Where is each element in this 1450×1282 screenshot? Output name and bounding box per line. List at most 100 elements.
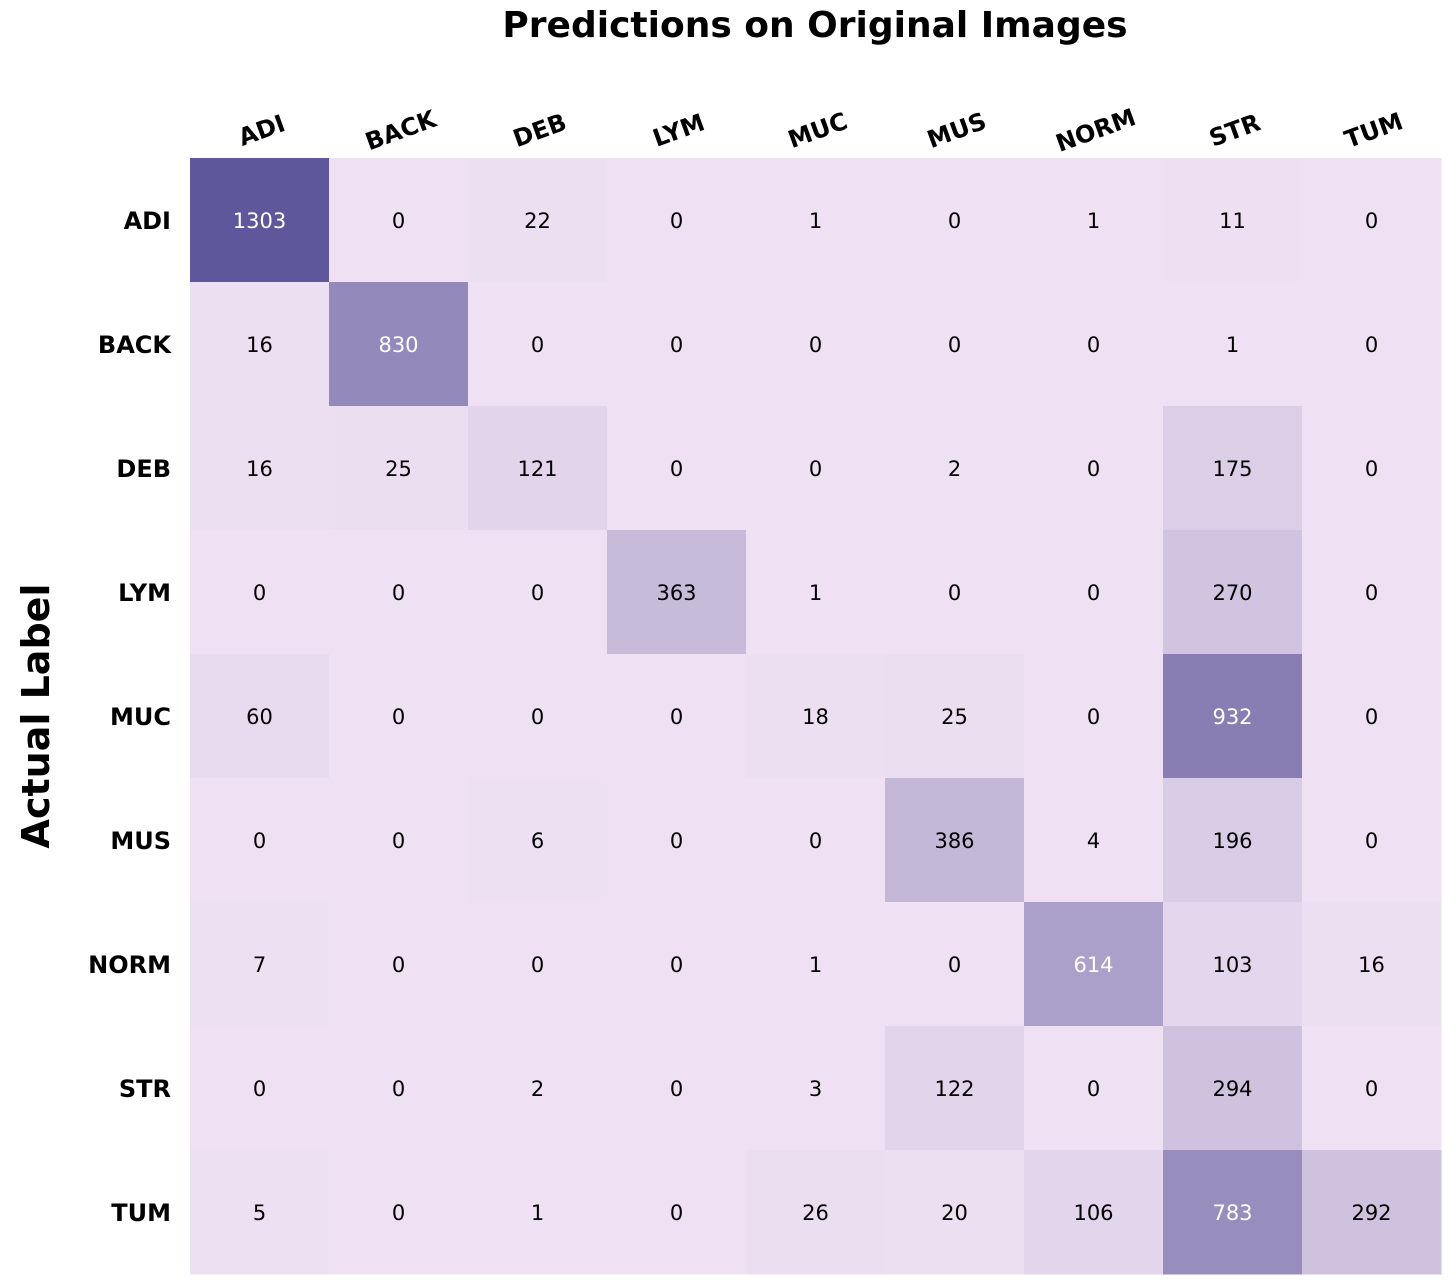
row-tick-deb: DEB <box>116 455 171 483</box>
heatmap-cell-back-adi <box>190 282 330 407</box>
row-tick-back: BACK <box>98 331 172 359</box>
cell-value-label: 0 <box>670 1077 683 1101</box>
column-tick-mus: MUS <box>923 107 990 154</box>
cell-value-label: 0 <box>670 829 683 853</box>
cell-value-label: 0 <box>531 953 544 977</box>
heatmap-cell-lym-mus <box>885 530 1025 655</box>
heatmap-cell-muc-deb <box>468 654 608 779</box>
heatmap-cell-tum-lym <box>607 1150 747 1275</box>
cell-value-label: 26 <box>802 1201 829 1225</box>
cell-value-label: 175 <box>1212 457 1252 481</box>
heatmap-cell-mus-str <box>1163 778 1303 903</box>
cell-value-label: 0 <box>670 333 683 357</box>
cell-value-label: 0 <box>392 581 405 605</box>
cell-value-label: 0 <box>392 705 405 729</box>
heatmap-cell-mus-back <box>329 778 469 903</box>
cell-value-label: 196 <box>1212 829 1252 853</box>
cell-value-label: 7 <box>253 953 266 977</box>
cell-value-label: 22 <box>524 209 551 233</box>
cell-value-label: 0 <box>1365 333 1378 357</box>
heatmap-cell-lym-str <box>1163 530 1303 655</box>
cell-value-label: 0 <box>1365 581 1378 605</box>
cell-value-label: 4 <box>1087 829 1100 853</box>
heatmap-cell-lym-norm <box>1024 530 1164 655</box>
heatmap-cell-norm-mus <box>885 902 1025 1027</box>
heatmap-cell-adi-tum <box>1302 158 1442 283</box>
cell-value-label: 0 <box>392 1077 405 1101</box>
cell-value-label: 103 <box>1212 953 1252 977</box>
heatmap-cell-lym-muc <box>746 530 886 655</box>
column-tick-back: BACK <box>362 104 442 156</box>
heatmap-cell-str-deb <box>468 1026 608 1151</box>
cell-value-label: 16 <box>246 457 273 481</box>
cell-value-label: 0 <box>1087 581 1100 605</box>
cell-value-label: 0 <box>948 953 961 977</box>
row-tick-norm: NORM <box>88 951 171 979</box>
heatmap-cell-mus-norm <box>1024 778 1164 903</box>
cell-value-label: 0 <box>531 705 544 729</box>
heatmap-cell-str-back <box>329 1026 469 1151</box>
cell-value-label: 1 <box>531 1201 544 1225</box>
heatmap-cell-tum-back <box>329 1150 469 1275</box>
heatmap-cell-adi-muc <box>746 158 886 283</box>
cell-value-label: 294 <box>1212 1077 1252 1101</box>
cell-value-label: 25 <box>385 457 412 481</box>
cell-value-label: 0 <box>531 333 544 357</box>
cell-value-label: 0 <box>670 953 683 977</box>
column-tick-tum: TUM <box>1341 107 1407 154</box>
heatmap-cell-norm-adi <box>190 902 330 1027</box>
column-tick-str: STR <box>1205 108 1264 152</box>
row-tick-str: STR <box>119 1075 171 1103</box>
cell-value-label: 0 <box>1087 333 1100 357</box>
cell-value-label: 60 <box>246 705 273 729</box>
heatmap-cell-tum-str <box>1163 1150 1303 1275</box>
cell-value-label: 0 <box>948 333 961 357</box>
heatmap-cell-lym-lym <box>607 530 747 655</box>
heatmap-cell-norm-norm <box>1024 902 1164 1027</box>
column-tick-labels: ADI BACK DEB LYM MUC MUS NORM STR TUM <box>235 103 1407 158</box>
row-tick-lym: LYM <box>118 579 171 607</box>
column-tick-lym: LYM <box>649 108 708 152</box>
cell-value-label: 932 <box>1212 705 1252 729</box>
cell-value-label: 0 <box>1365 705 1378 729</box>
cell-value-label: 0 <box>1365 457 1378 481</box>
heatmap-cell-deb-deb <box>468 406 608 531</box>
heatmap-cell-str-muc <box>746 1026 886 1151</box>
cell-value-label: 783 <box>1212 1201 1252 1225</box>
heatmap-cell-mus-deb <box>468 778 608 903</box>
heatmap-cell-back-norm <box>1024 282 1164 407</box>
heatmap-cell-mus-mus <box>885 778 1025 903</box>
cell-value-label: 2 <box>531 1077 544 1101</box>
heatmap-cell-muc-tum <box>1302 654 1442 779</box>
cell-value-label: 18 <box>802 705 829 729</box>
cell-value-label: 0 <box>670 705 683 729</box>
heatmap-cell-adi-str <box>1163 158 1303 283</box>
heatmap-cell-adi-back <box>329 158 469 283</box>
heatmap-cell-deb-back <box>329 406 469 531</box>
cell-value-label: 0 <box>948 581 961 605</box>
heatmap-cell-tum-norm <box>1024 1150 1164 1275</box>
heatmap-cell-deb-norm <box>1024 406 1164 531</box>
heatmap-cell-norm-lym <box>607 902 747 1027</box>
heatmap-cell-mus-lym <box>607 778 747 903</box>
heatmap-cell-str-tum <box>1302 1026 1442 1151</box>
cell-value-label: 0 <box>1365 1077 1378 1101</box>
heatmap-cell-str-norm <box>1024 1026 1164 1151</box>
cell-value-label: 386 <box>934 829 974 853</box>
cell-value-label: 0 <box>809 457 822 481</box>
cell-value-label: 5 <box>253 1201 266 1225</box>
cell-value-label: 1303 <box>233 209 286 233</box>
cell-value-label: 1 <box>1087 209 1100 233</box>
heatmap-cell-adi-mus <box>885 158 1025 283</box>
heatmap-cell-back-deb <box>468 282 608 407</box>
heatmap-cell-str-mus <box>885 1026 1025 1151</box>
heatmap-cell-muc-mus <box>885 654 1025 779</box>
heatmap-cell-lym-deb <box>468 530 608 655</box>
heatmap-cell-deb-str <box>1163 406 1303 531</box>
row-tick-muc: MUC <box>110 703 171 731</box>
cell-value-label: 0 <box>253 581 266 605</box>
cell-value-label: 830 <box>378 333 418 357</box>
cell-value-label: 0 <box>809 829 822 853</box>
heatmap-cell-mus-adi <box>190 778 330 903</box>
cell-value-label: 0 <box>253 829 266 853</box>
